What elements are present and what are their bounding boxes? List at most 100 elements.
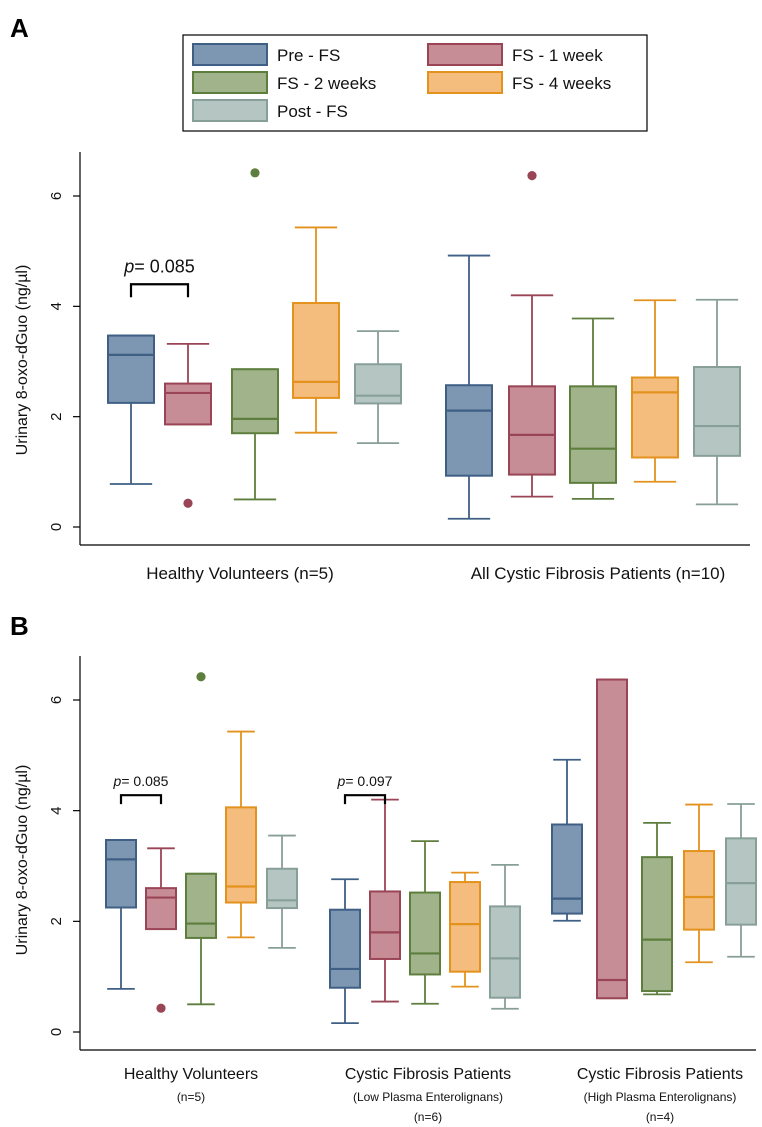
- panel-b-group-2-fs-1-week-iqr: [369, 890, 401, 960]
- legend-label-post-fs: Post - FS: [277, 102, 348, 121]
- panel-b-group-3-fs-1-week-box: [596, 678, 628, 1000]
- panel-a-group-1-fs-1-week-outlier-1: [183, 498, 193, 508]
- panel-letter-b: B: [10, 611, 29, 641]
- panel-b-group-1-fs-2-weeks-box: [185, 672, 217, 1006]
- panel-b-significance-bracket-2: [343, 794, 387, 805]
- panel-b-group-1-pre-fs-iqr: [105, 838, 137, 909]
- panel-a-group-label-cf-all: All Cystic Fibrosis Patients (n=10): [471, 564, 726, 583]
- panel-b-group-1-fs-2-weeks-iqr: [185, 872, 217, 939]
- panel-b-group-3-fs-1-week-iqr: [596, 678, 628, 1000]
- panel-a-annotations: p= 0.085: [123, 256, 195, 298]
- panel-b-y-ticks: 0 2 4 6: [48, 696, 80, 1036]
- panel-a-group-1-fs-4-weeks-box: [292, 226, 340, 434]
- legend-label-fs-1-week: FS - 1 week: [512, 46, 603, 65]
- panel-b-group-label-cf-high: Cystic Fibrosis Patients: [577, 1066, 743, 1083]
- panel-a-group-2-fs-2-weeks-iqr: [569, 385, 617, 484]
- panel-b-group-2-fs-1-week-box: [369, 798, 401, 1003]
- panel-a-group-1-fs-2-weeks-iqr: [231, 368, 279, 435]
- panel-b-group-3-fs-2-weeks-iqr: [641, 856, 673, 993]
- legend-label-fs-4-weeks: FS - 4 weeks: [512, 74, 611, 93]
- panel-b-group-3-post-fs-box: [725, 803, 757, 958]
- panel-b-group-3-pre-fs-box: [551, 758, 583, 922]
- panel-b-group-2-pre-fs-iqr: [329, 908, 361, 989]
- panel-a-group-2-fs-4-weeks-box: [631, 299, 679, 483]
- panel-b-group-1-fs-4-weeks-iqr: [225, 806, 257, 904]
- panel-b-group-sublabel-healthy-n: (n=5): [177, 1090, 205, 1104]
- panel-b-group-3-fs-4-weeks-box: [683, 803, 715, 964]
- panel-b-group-sublabel-cf-high-n: (n=4): [646, 1110, 674, 1124]
- legend-swatch-fs-4-weeks: [427, 71, 503, 94]
- panel-b-group-1-fs-2-weeks-outlier-1: [196, 672, 206, 682]
- panel-b-group-2-fs-4-weeks-box: [449, 871, 481, 988]
- panel-b-group-3-post-fs-iqr: [725, 837, 757, 926]
- panel-letter-a: A: [10, 13, 29, 43]
- panel-a-group-1-pre-fs-iqr: [107, 334, 155, 404]
- panel-b-group-label-cf-low: Cystic Fibrosis Patients: [345, 1066, 511, 1083]
- panel-a: Urinary 8-oxo-dGuo (ng/µl) 0 2 4 6 p= 0.085…: [14, 152, 750, 583]
- panel-b-y-tick-label-0: 0: [48, 1028, 65, 1036]
- panel-b-group-1-fs-4-weeks-box: [225, 730, 257, 939]
- panel-b-y-tick-label-4: 4: [48, 806, 65, 814]
- panel-a-group-2-fs-1-week-outlier-1: [527, 170, 537, 181]
- panel-a-group-2-fs-1-week-box: [508, 170, 556, 498]
- panel-a-group-1-fs-4-weeks-iqr: [292, 302, 340, 399]
- panel-b-group-1-pre-fs-box: [105, 838, 137, 990]
- panel-b-boxes: [105, 672, 757, 1025]
- legend-swatch-pre-fs: [192, 43, 268, 66]
- panel-a-significance-bracket-1: [129, 283, 190, 298]
- panel-b-group-sublabel-cf-high: (High Plasma Enterolignans): [584, 1090, 737, 1104]
- panel-b-group-3-pre-fs-iqr: [551, 823, 583, 915]
- panel-b: Urinary 8-oxo-dGuo (ng/µl) 0 2 4 6 p= 0.085…: [14, 656, 757, 1124]
- panel-b-y-axis-label: Urinary 8-oxo-dGuo (ng/µl): [14, 765, 31, 956]
- panel-b-group-1-post-fs-iqr: [266, 867, 298, 910]
- panel-a-y-axis-label: Urinary 8-oxo-dGuo (ng/µl): [14, 265, 31, 456]
- legend-swatch-fs-2-weeks: [192, 71, 268, 94]
- legend-swatch-post-fs: [192, 99, 268, 122]
- panel-a-group-1-fs-1-week-box: [164, 342, 212, 508]
- panel-b-group-1-post-fs-box: [266, 834, 298, 949]
- panel-b-group-2-pre-fs-box: [329, 878, 361, 1025]
- panel-a-group-1-fs-2-weeks-outlier-1: [250, 168, 260, 178]
- panel-a-y-tick-label-6: 6: [48, 192, 65, 200]
- panel-b-significance-bracket-1: [119, 794, 163, 805]
- panel-a-p-value-1: p= 0.085: [123, 256, 195, 276]
- panel-a-group-1-post-fs-iqr: [354, 363, 402, 405]
- legend-swatch-fs-1-week: [427, 43, 503, 66]
- panel-a-group-2-pre-fs-iqr: [445, 384, 493, 477]
- panel-a-group-1-post-fs-box: [354, 330, 402, 445]
- panel-a-group-2-post-fs-box: [693, 298, 741, 506]
- panel-b-annotations: p= 0.085 p= 0.097: [113, 773, 393, 805]
- panel-b-group-2-fs-4-weeks-iqr: [449, 881, 481, 973]
- panel-a-group-label-healthy: Healthy Volunteers (n=5): [146, 564, 334, 583]
- panel-b-group-2-fs-2-weeks-iqr: [409, 891, 441, 976]
- panel-a-group-2-pre-fs-box: [445, 254, 493, 520]
- panel-a-y-tick-label-2: 2: [48, 412, 65, 420]
- panel-b-group-2-fs-2-weeks-box: [409, 840, 441, 1005]
- panel-a-group-2-post-fs-iqr: [693, 366, 741, 457]
- panel-a-y-tick-label-4: 4: [48, 302, 65, 310]
- panel-a-y-tick-label-0: 0: [48, 523, 65, 531]
- panel-b-group-1-fs-1-week-box: [145, 847, 177, 1013]
- panel-b-group-sublabel-cf-low: (Low Plasma Enterolignans): [353, 1090, 503, 1104]
- legend-label-pre-fs: Pre - FS: [277, 46, 340, 65]
- panel-a-group-1-fs-2-weeks-box: [231, 168, 279, 501]
- panel-a-boxes: [107, 168, 741, 520]
- panel-b-group-2-post-fs-iqr: [489, 905, 521, 999]
- legend-label-fs-2-weeks: FS - 2 weeks: [277, 74, 376, 93]
- panel-a-y-ticks: 0 2 4 6: [48, 192, 80, 531]
- panel-b-group-2-post-fs-box: [489, 863, 521, 1010]
- panel-b-group-sublabel-cf-low-n: (n=6): [414, 1110, 442, 1124]
- panel-b-group-1-fs-1-week-outlier-1: [156, 1003, 166, 1013]
- panel-a-group-2-fs-1-week-iqr: [508, 385, 556, 476]
- panel-b-y-tick-label-2: 2: [48, 917, 65, 925]
- panel-b-group-1-fs-1-week-iqr: [145, 887, 177, 931]
- panel-a-group-2-fs-4-weeks-iqr: [631, 376, 679, 459]
- panel-a-group-1-pre-fs-box: [107, 334, 155, 485]
- legend: Pre - FS FS - 1 week FS - 2 weeks FS - 4…: [182, 34, 648, 132]
- panel-b-group-3-fs-2-weeks-box: [641, 821, 673, 996]
- panel-b-group-label-healthy: Healthy Volunteers: [124, 1066, 258, 1083]
- panel-b-group-3-fs-4-weeks-iqr: [683, 850, 715, 931]
- panel-b-p-value-2: p= 0.097: [337, 773, 393, 789]
- panel-a-group-2-fs-2-weeks-box: [569, 317, 617, 500]
